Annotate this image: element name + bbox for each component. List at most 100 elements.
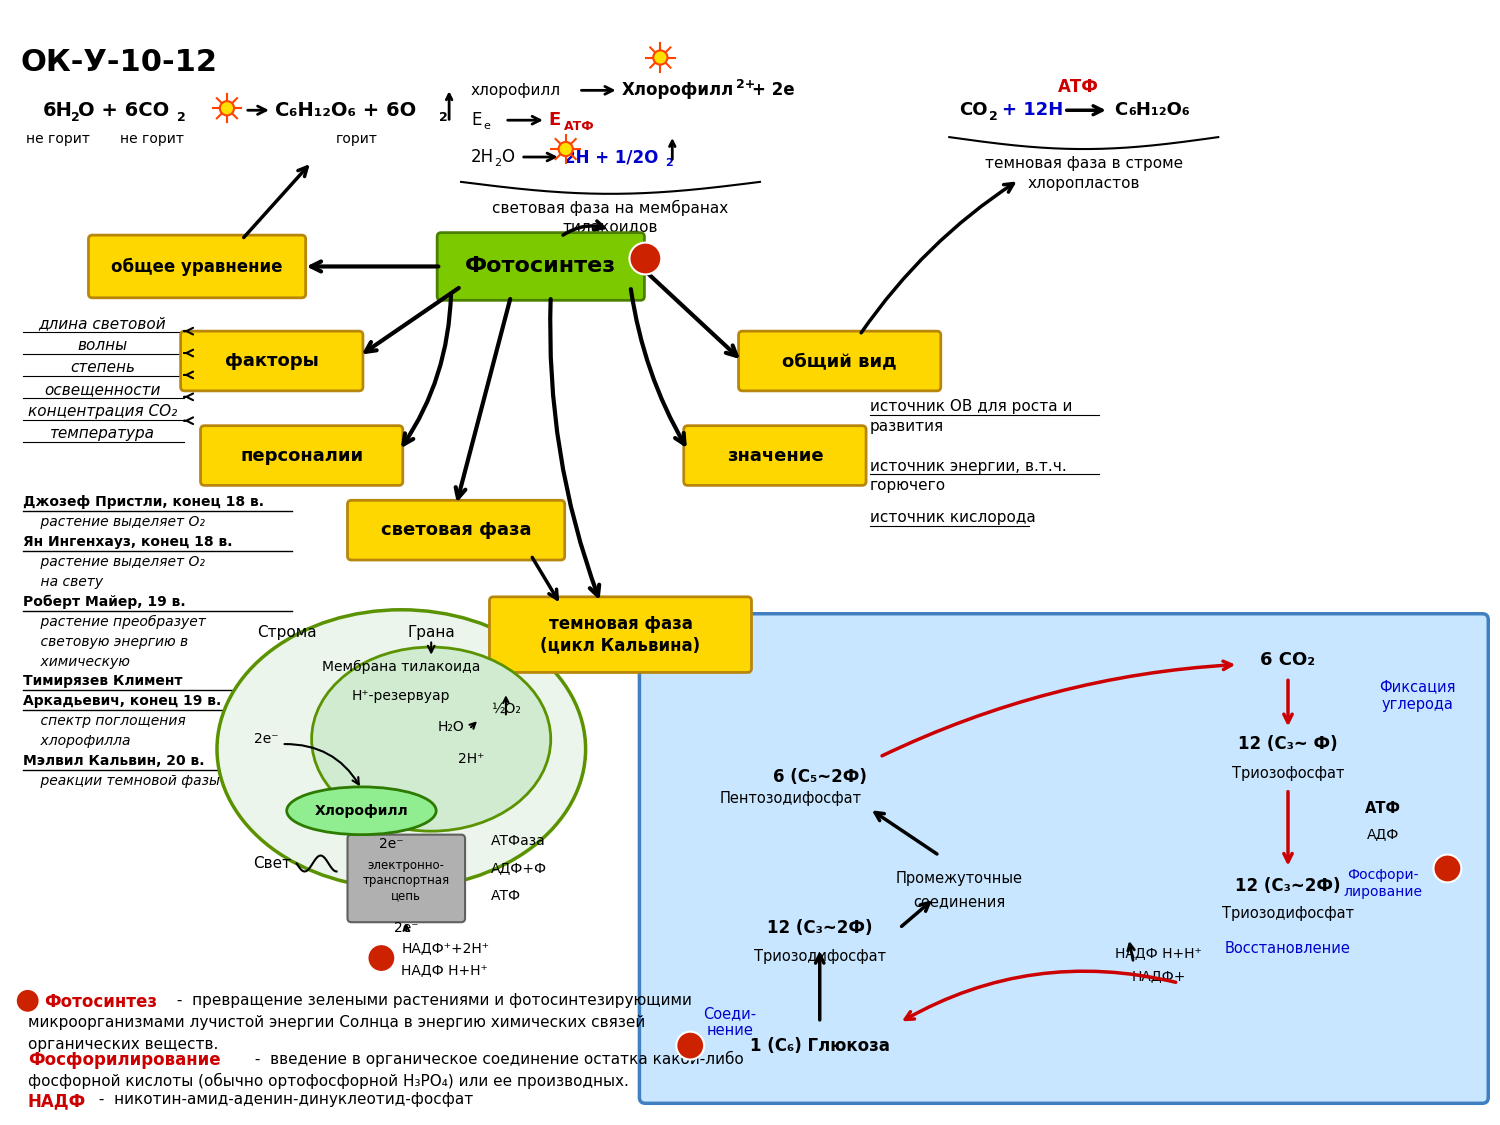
Text: 6H: 6H (42, 101, 72, 119)
FancyBboxPatch shape (639, 614, 1488, 1104)
FancyBboxPatch shape (201, 425, 404, 485)
Text: НАДФ+: НАДФ+ (1131, 969, 1185, 983)
Text: освещенности: освещенности (44, 381, 160, 397)
Text: Фотосинтез: Фотосинтез (465, 256, 616, 277)
Text: 2H⁺: 2H⁺ (458, 752, 484, 766)
Text: органических веществ.: органических веществ. (27, 1036, 218, 1052)
Text: 12 (С₃~2Ф): 12 (С₃~2Ф) (766, 919, 873, 937)
Circle shape (558, 142, 573, 156)
Text: температура: температура (50, 425, 154, 441)
Text: темновая фаза в строме: темновая фаза в строме (984, 156, 1184, 171)
Text: световую энергию в: световую энергию в (22, 634, 188, 649)
FancyBboxPatch shape (88, 235, 306, 298)
Text: 6 CO₂: 6 CO₂ (1260, 650, 1316, 668)
Ellipse shape (312, 647, 550, 831)
Text: 2+: 2+ (736, 78, 756, 91)
Text: Роберт Майер, 19 в.: Роберт Майер, 19 в. (22, 595, 186, 609)
Text: + 12H: + 12H (1002, 101, 1064, 119)
Text: ₆H₁₂O₆: ₆H₁₂O₆ (1128, 101, 1191, 119)
Circle shape (15, 989, 39, 1012)
Text: электронно-
транспортная
цепь: электронно- транспортная цепь (363, 858, 450, 902)
Text: длина световой: длина световой (39, 316, 166, 331)
Text: 2: 2 (494, 158, 501, 168)
Text: ½O₂: ½O₂ (490, 702, 520, 717)
Text: химическую: химическую (22, 655, 129, 668)
Text: 2: 2 (177, 110, 186, 124)
Text: спектр поглощения: спектр поглощения (22, 714, 186, 728)
Text: АДФ+Ф: АДФ+Ф (490, 862, 548, 875)
Text: -  никотин-амид-аденин-динуклеотид-фосфат: - никотин-амид-аденин-динуклеотид-фосфат (94, 1092, 474, 1107)
FancyBboxPatch shape (348, 835, 465, 922)
Text: на свету: на свету (22, 575, 104, 590)
FancyBboxPatch shape (738, 331, 940, 390)
Text: Мембрана тилакоида: Мембрана тилакоида (322, 659, 480, 674)
Text: 2: 2 (440, 110, 448, 124)
Circle shape (630, 243, 662, 274)
Text: источник ОВ для роста и: источник ОВ для роста и (870, 398, 1072, 414)
Text: Тимирязев Климент: Тимирязев Климент (22, 675, 182, 688)
Text: O: O (501, 148, 515, 166)
Text: CO: CO (958, 101, 987, 119)
Text: е: е (483, 122, 490, 132)
Text: хлорофилл: хлорофилл (471, 83, 561, 98)
Ellipse shape (286, 786, 436, 835)
Text: Триозодифосфат: Триозодифосфат (753, 948, 885, 963)
Text: ОК-У-10-12: ОК-У-10-12 (21, 47, 217, 76)
Text: Триозофосфат: Триозофосфат (1232, 766, 1344, 782)
FancyBboxPatch shape (436, 233, 645, 300)
Text: + 2е: + 2е (752, 81, 795, 99)
Text: АТФ: АТФ (1059, 79, 1100, 97)
Text: НАДФ Н+Н⁺: НАДФ Н+Н⁺ (402, 963, 488, 976)
Text: НАДФ Н+Н⁺: НАДФ Н+Н⁺ (1114, 946, 1202, 960)
Text: горит: горит (336, 132, 378, 146)
Text: факторы: факторы (225, 352, 318, 370)
Text: хлорофилла: хлорофилла (22, 735, 130, 748)
Text: 12 (С₃~2Ф): 12 (С₃~2Ф) (1236, 878, 1341, 896)
Text: Свет: Свет (252, 856, 291, 871)
Text: O + 6CO: O + 6CO (78, 101, 170, 119)
Text: Аркадьевич, конец 19 в.: Аркадьевич, конец 19 в. (22, 694, 220, 709)
Text: -  введение в органическое соединение остатка какой-либо: - введение в органическое соединение ост… (251, 1051, 744, 1066)
Text: 2H + 1/2O: 2H + 1/2O (564, 148, 658, 166)
Text: НАДФ: НАДФ (27, 1092, 86, 1110)
Text: Хлорофилл: Хлорофилл (315, 803, 408, 818)
FancyBboxPatch shape (180, 331, 363, 390)
Circle shape (368, 944, 396, 972)
Text: персоналии: персоналии (240, 447, 363, 465)
Text: -  превращение зелеными растениями и фотосинтезирующими: - превращение зелеными растениями и фото… (172, 993, 692, 1008)
Text: Фиксация
углерода: Фиксация углерода (1380, 680, 1456, 712)
Text: 2е⁻: 2е⁻ (394, 921, 418, 935)
Text: темновая фаза
(цикл Кальвина): темновая фаза (цикл Кальвина) (540, 615, 700, 654)
Text: E: E (471, 111, 482, 129)
Text: Пентозодифосфат: Пентозодифосфат (720, 791, 862, 807)
Text: степень: степень (70, 360, 135, 375)
Text: НАДФ⁺+2H⁺: НАДФ⁺+2H⁺ (402, 942, 489, 955)
Circle shape (676, 1032, 703, 1060)
Text: 2: 2 (666, 158, 674, 168)
Circle shape (220, 101, 234, 116)
FancyBboxPatch shape (684, 425, 865, 485)
Text: 2H: 2H (471, 148, 494, 166)
Text: источник энергии, в.т.ч.: источник энергии, в.т.ч. (870, 459, 1066, 474)
Text: 1 (С₆) Глюкоза: 1 (С₆) Глюкоза (750, 1036, 890, 1054)
Text: тилакоидов: тилакоидов (562, 219, 658, 235)
Text: Фосфорилирование: Фосфорилирование (27, 1051, 220, 1069)
Text: не горит: не горит (26, 132, 90, 146)
FancyBboxPatch shape (489, 597, 752, 673)
Text: Ян Ингенхауз, конец 18 в.: Ян Ингенхауз, конец 18 в. (22, 536, 233, 549)
Ellipse shape (217, 610, 585, 889)
Text: 2: 2 (70, 110, 80, 124)
Text: общий вид: общий вид (783, 352, 897, 370)
Text: растение выделяет O₂: растение выделяет O₂ (22, 515, 204, 529)
Text: АТФ: АТФ (490, 890, 520, 903)
Text: 2е⁻: 2е⁻ (380, 837, 404, 850)
Text: 6 (С₅~2Ф): 6 (С₅~2Ф) (772, 768, 867, 786)
Circle shape (1434, 855, 1461, 882)
Text: горючего: горючего (870, 478, 945, 494)
Text: фосфорной кислоты (обычно ортофосфорной H₃PO₄) или ее производных.: фосфорной кислоты (обычно ортофосфорной … (27, 1072, 628, 1089)
Text: источник кислорода: источник кислорода (870, 511, 1035, 525)
Text: концентрация CO₂: концентрация CO₂ (28, 404, 177, 418)
Text: 2е⁻: 2е⁻ (255, 732, 279, 746)
Text: Грана: Грана (408, 624, 454, 640)
Text: АТФаза: АТФаза (490, 834, 546, 847)
